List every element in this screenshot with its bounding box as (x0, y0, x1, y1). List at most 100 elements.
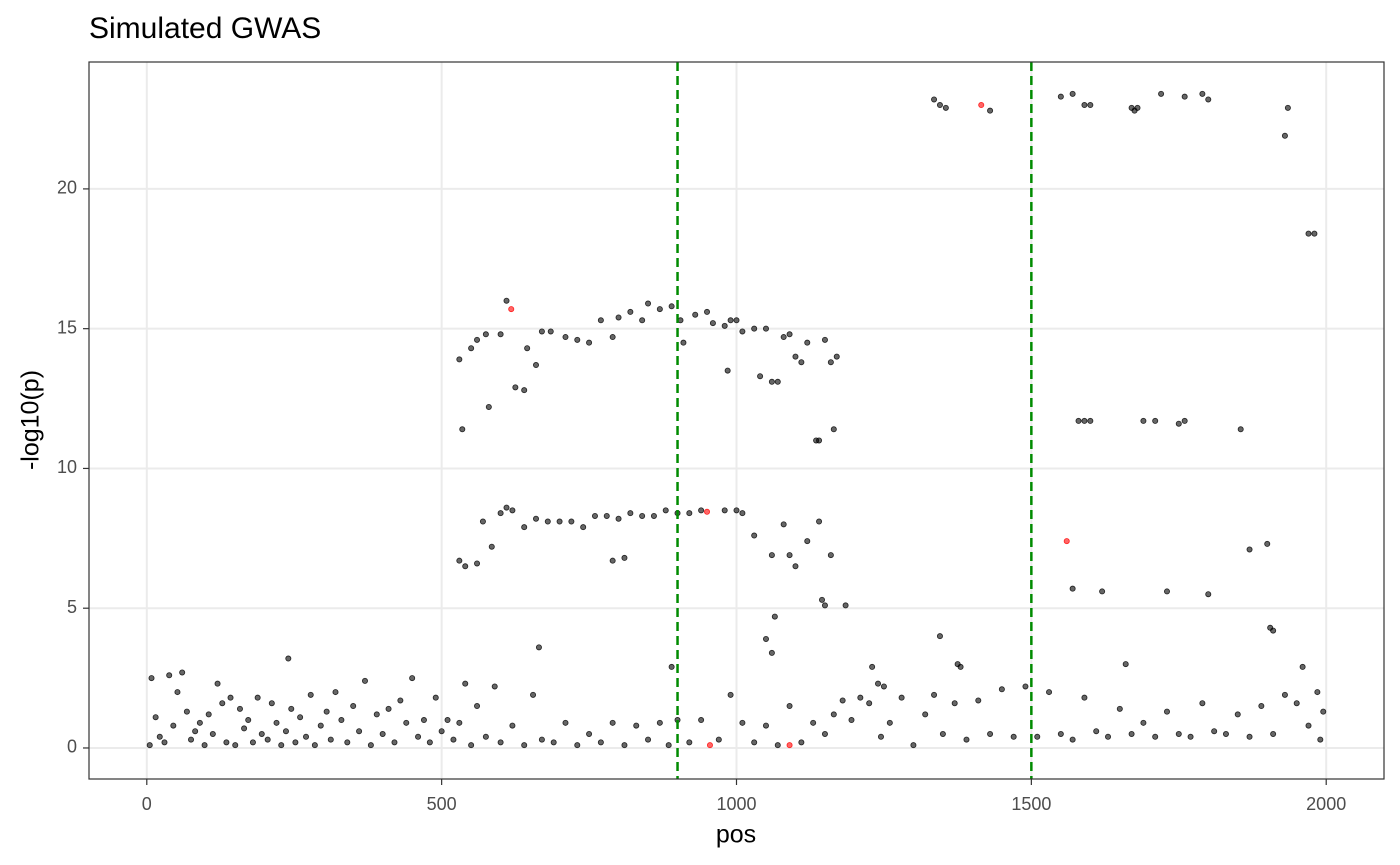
point (456, 719, 463, 726)
point (1281, 132, 1288, 139)
x-tick-label: 0 (142, 794, 152, 814)
point (1281, 691, 1288, 698)
point (821, 730, 828, 737)
point (474, 560, 481, 567)
point (1237, 426, 1244, 433)
point (639, 317, 646, 324)
point (650, 512, 657, 519)
point (821, 602, 828, 609)
point (721, 322, 728, 329)
point (1211, 728, 1218, 735)
point (264, 736, 271, 743)
point (152, 714, 159, 721)
point (804, 339, 811, 346)
point (574, 742, 581, 749)
point (680, 339, 687, 346)
point (724, 367, 731, 374)
point (183, 708, 190, 715)
point (530, 691, 537, 698)
point (727, 691, 734, 698)
point (609, 557, 616, 564)
point (615, 515, 622, 522)
point (201, 742, 208, 749)
point (1158, 90, 1165, 97)
point (1311, 230, 1318, 237)
point (1081, 102, 1088, 109)
point (774, 378, 781, 385)
point (1305, 722, 1312, 729)
point (827, 552, 834, 559)
point (282, 728, 289, 735)
point (639, 512, 646, 519)
point (468, 345, 475, 352)
point (1010, 733, 1017, 740)
point (936, 633, 943, 640)
point (627, 308, 634, 315)
point (848, 717, 855, 724)
point (792, 353, 799, 360)
point (479, 518, 486, 525)
point (1163, 708, 1170, 715)
point (692, 311, 699, 318)
point (804, 538, 811, 545)
point (444, 717, 451, 724)
point (963, 736, 970, 743)
point (544, 518, 551, 525)
chart-title: Simulated GWAS (89, 12, 321, 45)
point (166, 672, 173, 679)
point (751, 532, 758, 539)
point (288, 705, 295, 712)
point (771, 613, 778, 620)
point (456, 356, 463, 363)
x-tick-label: 1000 (716, 794, 756, 814)
point (931, 96, 938, 103)
point (1205, 591, 1212, 598)
point (768, 552, 775, 559)
point (1116, 705, 1123, 712)
point (482, 331, 489, 338)
point (385, 705, 392, 712)
point (1305, 230, 1312, 237)
point (922, 711, 929, 718)
point (816, 437, 823, 444)
point (249, 739, 256, 746)
point (1320, 708, 1327, 715)
point (285, 655, 292, 662)
point (833, 353, 840, 360)
point (656, 306, 663, 313)
point (842, 602, 849, 609)
point (462, 680, 469, 687)
point (532, 515, 539, 522)
point (739, 510, 746, 517)
point (174, 689, 181, 696)
point (869, 663, 876, 670)
point (562, 334, 569, 341)
point (830, 711, 837, 718)
point (426, 739, 433, 746)
point (1122, 661, 1129, 668)
point (1087, 102, 1094, 109)
point (327, 736, 334, 743)
point (1199, 90, 1206, 97)
point (830, 426, 837, 433)
point (509, 722, 516, 729)
point (615, 314, 622, 321)
point (880, 683, 887, 690)
point (998, 686, 1005, 693)
point (512, 384, 519, 391)
point (1046, 689, 1053, 696)
point (704, 308, 711, 315)
point (323, 708, 330, 715)
point (1246, 546, 1253, 553)
point (491, 683, 498, 690)
point (497, 331, 504, 338)
point (1314, 689, 1321, 696)
point (931, 691, 938, 698)
point (148, 675, 155, 682)
x-axis-label: pos (716, 821, 756, 849)
point (1234, 711, 1241, 718)
x-tick-label: 1500 (1011, 794, 1051, 814)
point (503, 297, 510, 304)
